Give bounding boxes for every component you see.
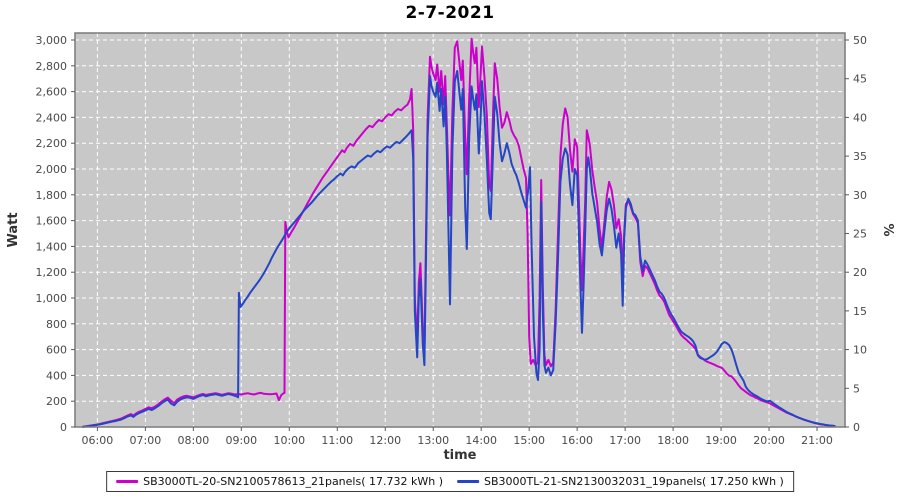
svg-text:25: 25 <box>853 228 867 241</box>
svg-text:35: 35 <box>853 150 867 163</box>
svg-text:400: 400 <box>46 369 67 382</box>
svg-text:19:00: 19:00 <box>705 434 737 447</box>
svg-text:16:00: 16:00 <box>561 434 593 447</box>
svg-text:2,000: 2,000 <box>36 163 68 176</box>
svg-text:1,400: 1,400 <box>36 240 68 253</box>
x-axis-title-time: time <box>443 448 476 463</box>
plot-area <box>74 32 846 428</box>
svg-text:12:00: 12:00 <box>369 434 401 447</box>
legend-item-inverter-20: SB3000TL-20-SN2100578613_21panels( 17.73… <box>116 475 443 488</box>
svg-text:11:00: 11:00 <box>321 434 353 447</box>
svg-text:2,800: 2,800 <box>36 60 68 73</box>
y-axis-title-watt: Watt <box>6 212 21 247</box>
svg-text:08:00: 08:00 <box>178 434 210 447</box>
chart-canvas: 02004006008001,0001,2001,4001,6001,8002,… <box>6 32 895 463</box>
svg-text:18:00: 18:00 <box>657 434 689 447</box>
svg-text:20:00: 20:00 <box>753 434 785 447</box>
svg-text:0: 0 <box>60 421 67 434</box>
svg-text:1,000: 1,000 <box>36 292 68 305</box>
svg-text:2,400: 2,400 <box>36 111 68 124</box>
svg-text:800: 800 <box>46 318 67 331</box>
axes: 02004006008001,0001,2001,4001,6001,8002,… <box>36 34 868 447</box>
svg-text:1,800: 1,800 <box>36 189 68 202</box>
svg-text:5: 5 <box>853 382 860 395</box>
legend-item-inverter-21: SB3000TL-21-SN2130032031_19panels( 17.25… <box>457 475 784 488</box>
svg-text:20: 20 <box>853 266 867 279</box>
svg-text:13:00: 13:00 <box>417 434 449 447</box>
svg-text:2,600: 2,600 <box>36 86 68 99</box>
svg-text:200: 200 <box>46 395 67 408</box>
svg-text:45: 45 <box>853 73 867 86</box>
svg-text:10:00: 10:00 <box>273 434 305 447</box>
svg-text:2,200: 2,200 <box>36 137 68 150</box>
y-axis-title-percent: % <box>880 223 895 236</box>
svg-text:14:00: 14:00 <box>465 434 497 447</box>
svg-text:06:00: 06:00 <box>82 434 114 447</box>
legend-label: SB3000TL-20-SN2100578613_21panels( 17.73… <box>143 475 443 488</box>
legend-line-swatch-blue <box>457 480 479 483</box>
svg-text:600: 600 <box>46 344 67 357</box>
svg-text:21:00: 21:00 <box>801 434 833 447</box>
svg-text:0: 0 <box>853 421 860 434</box>
chart-legend: SB3000TL-20-SN2100578613_21panels( 17.73… <box>106 471 794 492</box>
svg-text:10: 10 <box>853 344 867 357</box>
svg-text:1,600: 1,600 <box>36 215 68 228</box>
svg-text:07:00: 07:00 <box>130 434 162 447</box>
legend-line-swatch-magenta <box>116 480 139 483</box>
svg-text:15:00: 15:00 <box>513 434 545 447</box>
svg-text:40: 40 <box>853 111 867 124</box>
chart-title: 2-7-2021 <box>405 3 495 23</box>
legend-label: SB3000TL-21-SN2130032031_19panels( 17.25… <box>484 475 784 488</box>
svg-text:50: 50 <box>853 34 867 47</box>
svg-text:09:00: 09:00 <box>225 434 257 447</box>
svg-text:1,200: 1,200 <box>36 266 68 279</box>
svg-text:15: 15 <box>853 305 867 318</box>
svg-text:30: 30 <box>853 189 867 202</box>
svg-text:17:00: 17:00 <box>609 434 641 447</box>
svg-text:3,000: 3,000 <box>36 34 68 47</box>
